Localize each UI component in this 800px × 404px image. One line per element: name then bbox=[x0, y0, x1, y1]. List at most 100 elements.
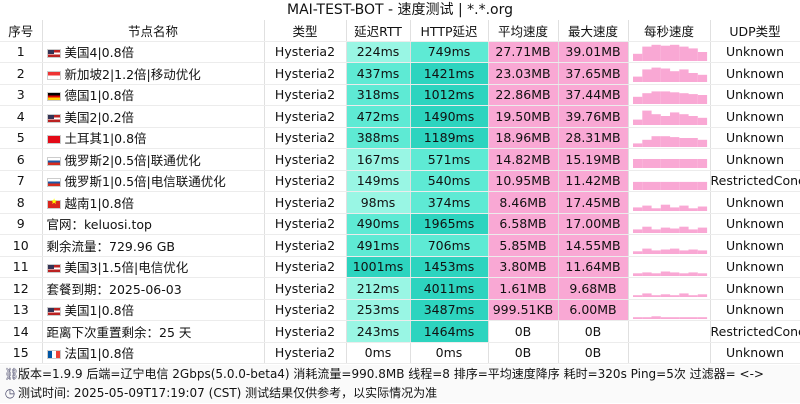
cell-per-second-speed bbox=[628, 105, 711, 128]
header-node-name: 节点名称 bbox=[42, 20, 265, 42]
cell-per-second-speed bbox=[628, 213, 711, 235]
speed-sparkline bbox=[632, 67, 707, 83]
cell-rtt: 0ms bbox=[346, 342, 411, 364]
table-row: 9 官网：keluosi.top Hysteria2 490ms 1965ms 6.58M… bbox=[0, 213, 800, 235]
table-row: 14 距离下次重置剩余：25 天 Hysteria2 243ms 1464ms 0B 0B R… bbox=[0, 320, 800, 343]
cell-http-latency: 571ms bbox=[410, 148, 489, 171]
sparkline-bar bbox=[697, 181, 707, 190]
sparkline-bar bbox=[641, 46, 652, 61]
node-name-text: 美国4|0.8倍 bbox=[64, 45, 135, 61]
cell-node-name: 美国1|0.8倍 bbox=[42, 299, 265, 321]
cell-max-speed: 37.44MB bbox=[558, 84, 629, 106]
header-type: 类型 bbox=[264, 20, 347, 42]
cell-max-speed: 39.01MB bbox=[558, 41, 629, 63]
sparkline-bar bbox=[669, 159, 679, 169]
sparkline-bar bbox=[688, 48, 698, 61]
node-name-text: 美国2|0.2倍 bbox=[64, 109, 135, 125]
sparkline-bar bbox=[660, 271, 670, 276]
cell-type: Hysteria2 bbox=[264, 127, 347, 149]
cell-http-latency: 374ms bbox=[410, 191, 489, 214]
cell-avg-speed: 18.96MB bbox=[488, 127, 559, 149]
sparkline-bar bbox=[669, 44, 679, 61]
speed-sparkline bbox=[632, 316, 707, 319]
speed-sparkline bbox=[632, 226, 707, 233]
header-per-second-speed: 每秒速度 bbox=[628, 20, 711, 42]
cell-per-second-speed bbox=[628, 234, 711, 257]
cell-avg-speed: 6.58MB bbox=[488, 213, 559, 235]
cell-type: Hysteria2 bbox=[264, 148, 347, 171]
sparkline-bar bbox=[678, 92, 689, 104]
flag-fr-icon bbox=[46, 350, 61, 360]
cell-max-speed: 39.76MB bbox=[558, 105, 629, 128]
node-name-text: 美国3|1.5倍|电信优化 bbox=[64, 260, 189, 276]
cell-max-speed: 15.19MB bbox=[558, 148, 629, 171]
node-name-text: 官网：keluosi.top bbox=[46, 217, 152, 233]
cell-type: Hysteria2 bbox=[264, 191, 347, 214]
sparkline-bar bbox=[641, 181, 652, 190]
sparkline-bar bbox=[632, 251, 642, 255]
cell-udp-type: Unknown bbox=[710, 234, 800, 257]
flag-tr-icon bbox=[46, 135, 61, 145]
flag-us-icon bbox=[46, 49, 61, 59]
speed-sparkline bbox=[632, 248, 707, 255]
cell-udp-type: Unknown bbox=[710, 342, 800, 364]
sparkline-bar bbox=[669, 207, 679, 212]
cell-udp-type: Unknown bbox=[710, 191, 800, 214]
cell-node-name: 法国1|0.8倍 bbox=[42, 342, 265, 364]
cell-udp-type: Unknown bbox=[710, 105, 800, 128]
cell-per-second-speed bbox=[628, 277, 711, 300]
cell-max-speed: 14.55MB bbox=[558, 234, 629, 257]
node-name-text: 新加坡2|1.2倍|移动优化 bbox=[64, 66, 201, 82]
sparkline-bar bbox=[669, 136, 679, 147]
cell-index: 2 bbox=[0, 62, 43, 85]
sparkline-bar bbox=[641, 205, 652, 212]
sparkline-bar bbox=[641, 69, 652, 83]
cell-http-latency: 1189ms bbox=[410, 127, 489, 149]
speed-sparkline bbox=[632, 110, 707, 126]
sparkline-bar bbox=[678, 205, 689, 212]
cell-rtt: 224ms bbox=[346, 41, 411, 63]
speed-sparkline bbox=[632, 204, 707, 212]
cell-type: Hysteria2 bbox=[264, 41, 347, 63]
cell-per-second-speed bbox=[628, 256, 711, 278]
cell-type: Hysteria2 bbox=[264, 299, 347, 321]
cell-index: 11 bbox=[0, 256, 43, 278]
sparkline-bar bbox=[669, 181, 679, 190]
sparkline-bar bbox=[660, 45, 670, 61]
node-name-text: 土耳其1|0.8倍 bbox=[64, 131, 147, 147]
sparkline-bar bbox=[641, 110, 652, 126]
cell-type: Hysteria2 bbox=[264, 320, 347, 343]
cell-index: 13 bbox=[0, 299, 43, 321]
sparkline-bar bbox=[632, 295, 642, 298]
cell-avg-speed: 5.85MB bbox=[488, 234, 559, 257]
sparkline-bar bbox=[688, 229, 698, 233]
cell-index: 8 bbox=[0, 191, 43, 214]
cell-rtt: 318ms bbox=[346, 84, 411, 106]
sparkline-bar bbox=[669, 248, 679, 255]
speed-sparkline bbox=[629, 321, 711, 341]
sparkline-bar bbox=[669, 316, 679, 319]
sparkline-bar bbox=[688, 316, 698, 319]
sparkline-bar bbox=[651, 159, 661, 169]
cell-rtt: 491ms bbox=[346, 234, 411, 257]
footer-time-text: 测试时间: 2025-05-09T17:19:07 (CST) 测试结果仅供参考… bbox=[18, 386, 438, 400]
cell-node-name: 美国4|0.8倍 bbox=[42, 41, 265, 63]
cell-udp-type: Unknown bbox=[710, 299, 800, 321]
sparkline-bar bbox=[688, 272, 698, 276]
sparkline-bar bbox=[697, 75, 707, 83]
cell-max-speed: 0B bbox=[558, 342, 629, 364]
sparkline-bar bbox=[651, 135, 661, 147]
sparkline-bar bbox=[697, 250, 707, 255]
sparkline-bar bbox=[678, 181, 689, 190]
sparkline-bar bbox=[678, 46, 689, 61]
header-http-latency: HTTP延迟 bbox=[410, 20, 489, 42]
sparkline-bar bbox=[632, 181, 642, 190]
cell-node-name: 美国2|0.2倍 bbox=[42, 105, 265, 128]
sparkline-bar bbox=[641, 293, 652, 298]
flag-us-icon bbox=[46, 307, 61, 317]
flag-ru-icon bbox=[46, 156, 61, 166]
cell-avg-speed: 3.80MB bbox=[488, 256, 559, 278]
cell-max-speed: 17.00MB bbox=[558, 213, 629, 235]
sparkline-bar bbox=[660, 181, 670, 190]
